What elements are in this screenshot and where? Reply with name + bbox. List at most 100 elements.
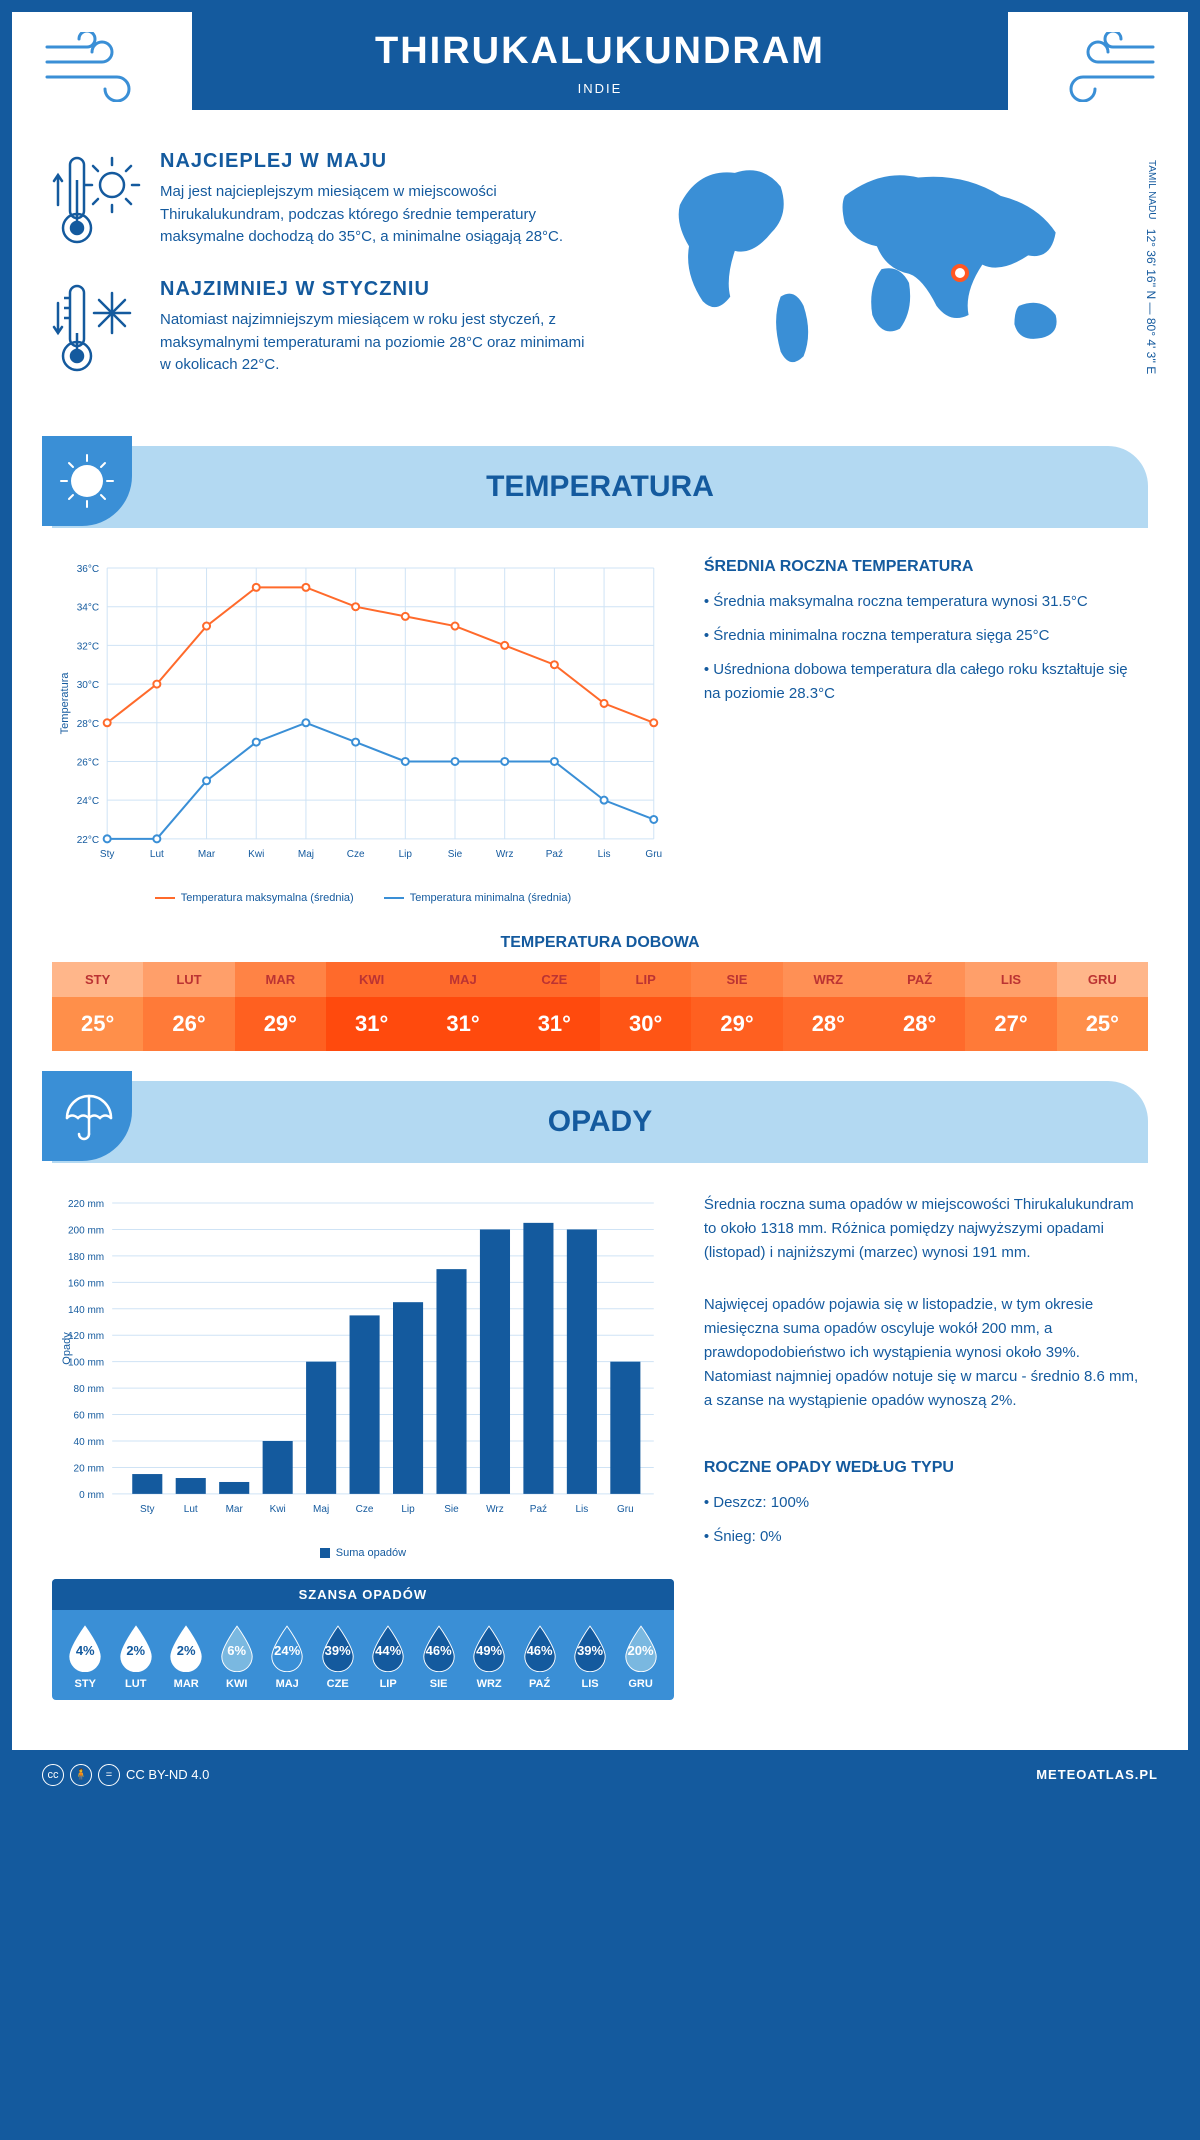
svg-text:Temperatura: Temperatura <box>59 672 71 735</box>
svg-text:120 mm: 120 mm <box>68 1331 104 1342</box>
rain-chance-item: 46% SIE <box>413 1624 463 1690</box>
svg-text:160 mm: 160 mm <box>68 1278 104 1289</box>
rain-chance-item: 46% PAŹ <box>514 1624 564 1690</box>
temp-summary: ŚREDNIA ROCZNA TEMPERATURA • Średnia mak… <box>704 558 1148 904</box>
svg-text:140 mm: 140 mm <box>68 1305 104 1316</box>
wind-icon <box>1048 32 1158 114</box>
license: cc 🧍 = CC BY-ND 4.0 <box>42 1764 209 1786</box>
temp-bullet: • Średnia maksymalna roczna temperatura … <box>704 590 1148 614</box>
daily-temp-value: 25° <box>1057 997 1148 1051</box>
svg-text:40 mm: 40 mm <box>74 1437 105 1448</box>
svg-text:30°C: 30°C <box>77 680 99 691</box>
svg-text:Opady: Opady <box>61 1332 73 1365</box>
svg-text:180 mm: 180 mm <box>68 1252 104 1263</box>
precipitation-section-header: OPADY <box>52 1081 1148 1163</box>
rain-paragraph: Najwięcej opadów pojawia się w listopadz… <box>704 1293 1148 1413</box>
daily-temp-table: STYLUTMARKWIMAJCZELIPSIEWRZPAŹLISGRU25°2… <box>52 962 1148 1051</box>
svg-text:Gru: Gru <box>617 1504 634 1515</box>
svg-text:Paź: Paź <box>546 849 563 860</box>
daily-temp-value: 29° <box>691 997 782 1051</box>
rain-summary: Średnia roczna suma opadów w miejscowośc… <box>704 1193 1148 1700</box>
by-icon: 🧍 <box>70 1764 92 1786</box>
country-label: INDIE <box>192 81 1008 96</box>
rain-chance-item: 6% KWI <box>211 1624 261 1690</box>
rain-chance-item: 39% LIS <box>565 1624 615 1690</box>
hottest-fact: NAJCIEPLEJ W MAJU Maj jest najcieplejszy… <box>52 150 585 250</box>
rain-type-title: ROCZNE OPADY WEDŁUG TYPU <box>704 1459 1148 1477</box>
temperature-line-chart: 22°C24°C26°C28°C30°C32°C34°C36°CStyLutMa… <box>52 558 674 904</box>
temp-bullet: • Uśredniona dobowa temperatura dla całe… <box>704 658 1148 706</box>
rain-chance-item: 20% GRU <box>615 1624 665 1690</box>
umbrella-icon <box>42 1071 132 1161</box>
temperature-title: TEMPERATURA <box>486 470 714 503</box>
rain-type-bullet: • Deszcz: 100% <box>704 1491 1148 1515</box>
temperature-section-header: TEMPERATURA <box>52 446 1148 528</box>
daily-temp-value: 31° <box>509 997 600 1051</box>
hottest-title: NAJCIEPLEJ W MAJU <box>160 150 585 173</box>
svg-text:Maj: Maj <box>313 1504 329 1515</box>
rain-chance-item: 2% MAR <box>161 1624 211 1690</box>
month-header: LIS <box>965 962 1056 997</box>
daily-temp-value: 31° <box>326 997 417 1051</box>
svg-text:220 mm: 220 mm <box>68 1199 104 1210</box>
legend-min: Temperatura minimalna (średnia) <box>384 892 571 904</box>
rain-chance-item: 4% STY <box>60 1624 110 1690</box>
svg-text:Kwi: Kwi <box>248 849 264 860</box>
svg-text:34°C: 34°C <box>77 603 99 614</box>
month-header: STY <box>52 962 143 997</box>
month-header: GRU <box>1057 962 1148 997</box>
svg-text:Cze: Cze <box>347 849 365 860</box>
thermometer-hot-icon <box>52 150 142 250</box>
rain-legend: Suma opadów <box>52 1547 674 1559</box>
svg-text:Maj: Maj <box>298 849 314 860</box>
svg-text:28°C: 28°C <box>77 719 99 730</box>
thermometer-cold-icon <box>52 278 142 378</box>
svg-text:Mar: Mar <box>226 1504 244 1515</box>
svg-text:22°C: 22°C <box>77 835 99 846</box>
daily-temp-value: 26° <box>143 997 234 1051</box>
daily-temp-value: 30° <box>600 997 691 1051</box>
legend-max: Temperatura maksymalna (średnia) <box>155 892 354 904</box>
nd-icon: = <box>98 1764 120 1786</box>
svg-text:Lis: Lis <box>598 849 611 860</box>
svg-text:Lut: Lut <box>184 1504 198 1515</box>
precipitation-bar-chart: 0 mm20 mm40 mm60 mm80 mm100 mm120 mm140 … <box>52 1193 674 1700</box>
svg-text:Cze: Cze <box>356 1504 374 1515</box>
rain-type-bullet: • Śnieg: 0% <box>704 1525 1148 1549</box>
license-text: CC BY-ND 4.0 <box>126 1767 209 1782</box>
rain-chance-item: 44% LIP <box>363 1624 413 1690</box>
month-header: KWI <box>326 962 417 997</box>
svg-text:Kwi: Kwi <box>270 1504 286 1515</box>
wind-icon <box>42 32 152 114</box>
svg-text:Lis: Lis <box>575 1504 588 1515</box>
rain-chance-title: SZANSA OPADÓW <box>52 1579 674 1610</box>
svg-text:0 mm: 0 mm <box>79 1490 104 1501</box>
svg-text:Sty: Sty <box>140 1504 154 1515</box>
svg-text:200 mm: 200 mm <box>68 1225 104 1236</box>
svg-text:Gru: Gru <box>645 849 662 860</box>
hottest-text: Maj jest najcieplejszym miesiącem w miej… <box>160 181 585 249</box>
svg-text:32°C: 32°C <box>77 641 99 652</box>
daily-temp-title: TEMPERATURA DOBOWA <box>12 934 1188 952</box>
rain-chance-panel: SZANSA OPADÓW 4% STY 2% LUT 2% MAR 6% <box>52 1579 674 1700</box>
rain-chance-item: 39% CZE <box>312 1624 362 1690</box>
temp-summary-title: ŚREDNIA ROCZNA TEMPERATURA <box>704 558 1148 576</box>
svg-text:Wrz: Wrz <box>496 849 514 860</box>
svg-text:26°C: 26°C <box>77 757 99 768</box>
rain-chance-item: 24% MAJ <box>262 1624 312 1690</box>
footer: cc 🧍 = CC BY-ND 4.0 METEOATLAS.PL <box>12 1750 1188 1800</box>
sun-icon <box>42 436 132 526</box>
daily-temp-value: 25° <box>52 997 143 1051</box>
daily-temp-value: 27° <box>965 997 1056 1051</box>
precipitation-title: OPADY <box>548 1105 652 1138</box>
month-header: CZE <box>509 962 600 997</box>
daily-temp-value: 28° <box>874 997 965 1051</box>
svg-text:Sie: Sie <box>448 849 463 860</box>
cc-icon: cc <box>42 1764 64 1786</box>
temp-bullet: • Średnia minimalna roczna temperatura s… <box>704 624 1148 648</box>
svg-text:24°C: 24°C <box>77 796 99 807</box>
daily-temp-value: 31° <box>417 997 508 1051</box>
location-title: THIRUKALUKUNDRAM <box>192 30 1008 73</box>
intro-section: NAJCIEPLEJ W MAJU Maj jest najcieplejszy… <box>12 110 1188 426</box>
month-header: SIE <box>691 962 782 997</box>
